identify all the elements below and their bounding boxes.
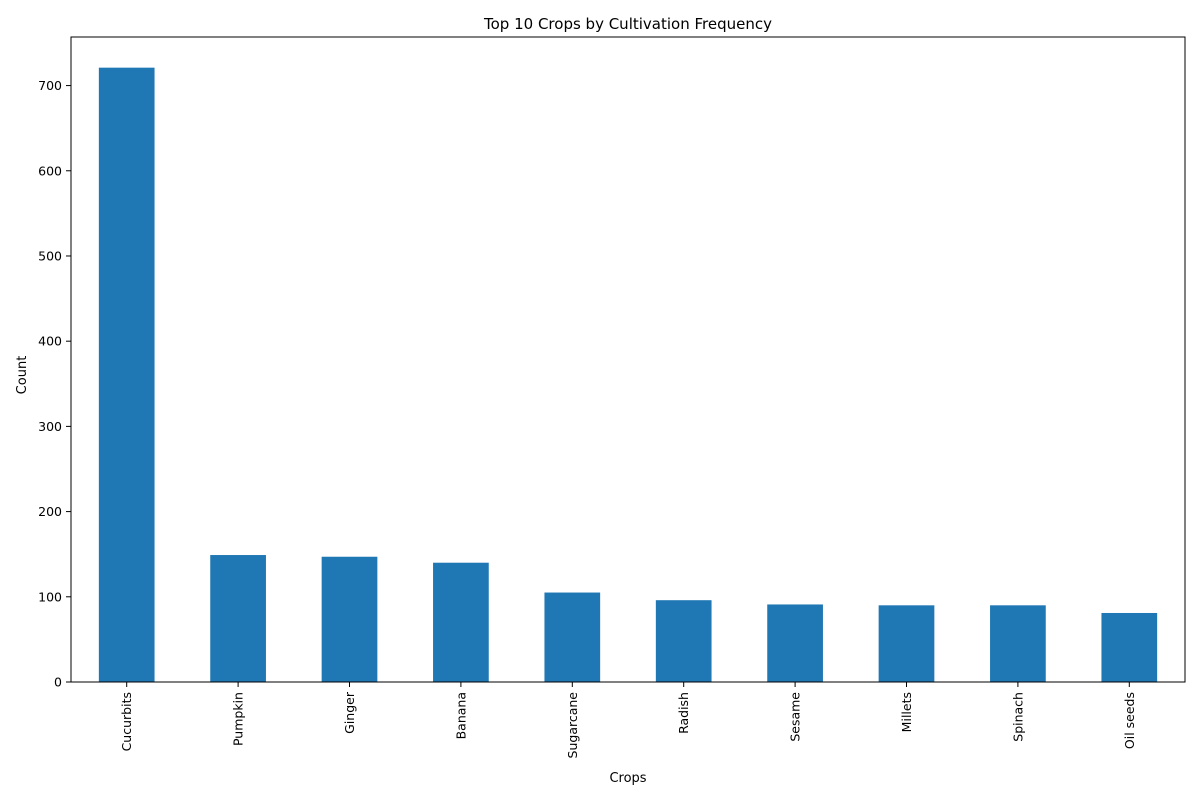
x-axis-label: Crops	[609, 771, 646, 786]
x-tick-label: Sugarcane	[565, 692, 580, 759]
bar	[767, 604, 823, 682]
y-tick-label: 0	[54, 675, 62, 690]
x-tick-label: Radish	[676, 692, 691, 734]
y-tick-label: 200	[38, 504, 62, 519]
bar	[878, 605, 935, 682]
bar	[210, 555, 266, 682]
bar	[98, 67, 155, 683]
y-tick-label: 500	[38, 248, 62, 263]
x-tick-label: Spinach	[1010, 692, 1025, 742]
y-tick-label: 700	[38, 78, 62, 93]
y-tick-label: 100	[38, 589, 62, 604]
bar	[990, 605, 1046, 682]
y-tick-label: 400	[38, 334, 62, 349]
x-tick-label: Millets	[899, 692, 914, 732]
y-tick-label: 300	[38, 419, 62, 434]
y-tick-label: 600	[38, 163, 62, 178]
x-tick-label: Pumpkin	[231, 692, 246, 746]
bar	[433, 562, 489, 682]
x-tick-label: Oil seeds	[1122, 692, 1137, 749]
bar	[1101, 612, 1158, 682]
axes-frame	[70, 36, 1186, 683]
bar	[544, 592, 601, 682]
bar	[321, 556, 378, 682]
x-tick-label: Ginger	[342, 691, 357, 734]
chart-title: Top 10 Crops by Cultivation Frequency	[483, 15, 772, 33]
plot-area: 0 100 200 300 400 500 600 700 Cucurbits Pumpkin Gi…	[38, 36, 1186, 759]
x-tick-label: Sesame	[788, 692, 803, 742]
bar	[655, 600, 712, 682]
x-tick-label: Banana	[453, 692, 468, 739]
x-tick-label: Cucurbits	[119, 692, 134, 751]
y-axis-label: Count	[15, 356, 30, 395]
